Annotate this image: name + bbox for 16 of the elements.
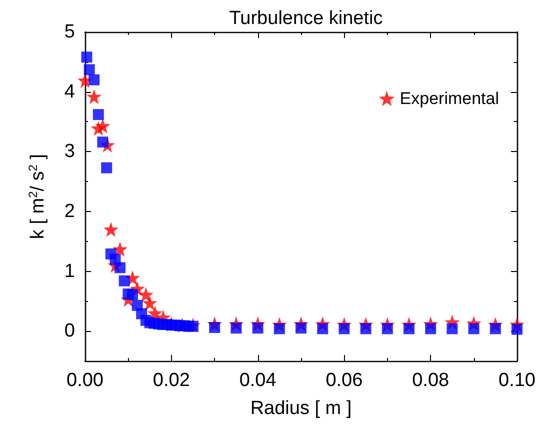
y-tick-label: 2 — [64, 200, 75, 222]
y-tick-label: 3 — [64, 141, 75, 162]
x-tick-label: 0.06 — [326, 370, 363, 391]
y-tick-label: 4 — [64, 81, 76, 102]
legend-label: Experimental — [400, 89, 500, 108]
x-tick-label: 0.02 — [152, 370, 190, 391]
y-tick-label: 1 — [64, 260, 75, 282]
y-tick-label: 5 — [64, 22, 75, 42]
x-tick-label: 0.10 — [498, 370, 536, 391]
x-tick-label: 0.08 — [412, 370, 450, 391]
y-axis-title: k [ m2/ s2 ] — [26, 154, 48, 240]
y-tick-label: 0 — [64, 320, 75, 342]
x-tick-label: 0.04 — [239, 370, 277, 391]
x-axis-title: Radius [ m ] — [250, 398, 352, 419]
x-tick-label: 0.00 — [66, 370, 104, 391]
chart-title: Turbulence kinetic — [229, 8, 383, 29]
